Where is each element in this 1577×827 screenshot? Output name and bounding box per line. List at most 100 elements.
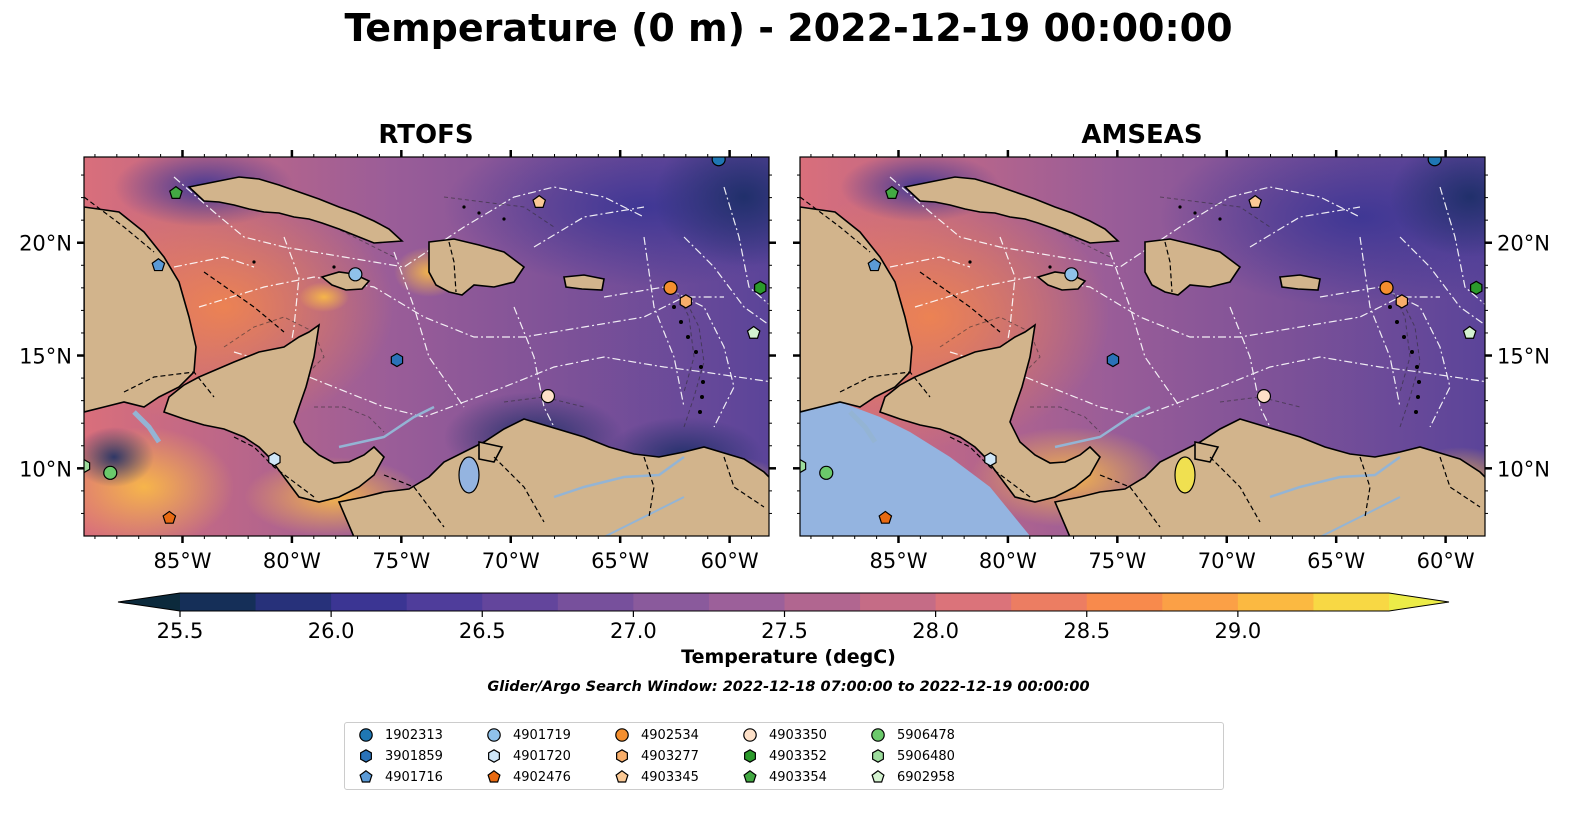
colorbar-extend-low xyxy=(118,593,180,611)
colorbar-segment xyxy=(935,593,1012,611)
float-marker-4903354 xyxy=(169,185,183,199)
colorbar: 25.5 26.0 26.5 27.0 27.5 28.0 28.5 29.0 xyxy=(117,592,1450,643)
colorbar-tick-label: 28.5 xyxy=(1063,619,1110,643)
float-legend: 1902313 3901859 4901716 4901719 4901720 49024… xyxy=(344,722,1224,790)
lon-tick-label: 75°W xyxy=(1088,549,1146,573)
colorbar-tick-label: 27.0 xyxy=(610,619,657,643)
legend-item-label: 3901859 xyxy=(385,748,443,764)
float-marker-3901859 xyxy=(390,352,404,368)
legend-item: 4903350 xyxy=(741,726,827,744)
amseas-map xyxy=(799,156,1486,537)
legend-marker xyxy=(871,770,885,783)
amseas-panel-title: AMSEAS xyxy=(1081,120,1203,150)
legend-item: 4901719 xyxy=(485,726,571,744)
rtofs-map xyxy=(83,156,770,537)
colorbar-segment xyxy=(1237,593,1315,611)
legend-item: 5906480 xyxy=(869,747,955,765)
lat-tick-label-left: 10°N xyxy=(19,457,72,481)
circle-marker-icon xyxy=(359,728,373,742)
lon-tick-label: 70°W xyxy=(482,549,540,573)
legend-item: 4903345 xyxy=(613,768,699,786)
colorbar-segment xyxy=(331,593,408,611)
colorbar-tick-label: 27.5 xyxy=(761,619,808,643)
legend-item-label: 6902958 xyxy=(897,769,955,785)
legend-item: 1902313 xyxy=(357,726,443,744)
rtofs-panel-title: RTOFS xyxy=(378,120,474,150)
lat-tick-label-right: 20°N xyxy=(1497,232,1550,256)
lon-tick-label: 75°W xyxy=(372,549,430,573)
legend-item-label: 4903277 xyxy=(641,748,699,764)
legend-item-label: 4903352 xyxy=(769,748,827,764)
colorbar-tick-label: 26.0 xyxy=(308,619,355,643)
float-marker-4903345 xyxy=(1248,194,1263,208)
legend-marker xyxy=(616,749,628,763)
float-marker-4902534 xyxy=(663,280,678,295)
float-marker-4903277 xyxy=(1395,294,1409,309)
colorbar-tick-label: 25.5 xyxy=(157,619,204,643)
circle-marker-icon xyxy=(743,728,757,742)
float-marker-5906480 xyxy=(800,458,807,474)
float-marker-6902958 xyxy=(746,325,761,339)
pentagon-marker-icon xyxy=(871,770,885,783)
colorbar-segment xyxy=(633,593,710,611)
pentagon-marker-icon xyxy=(615,770,629,783)
legend-item: 4902534 xyxy=(613,726,699,744)
legend-marker xyxy=(615,770,629,783)
colorbar-tick-label: 28.0 xyxy=(912,619,959,643)
lon-tick-label: 80°W xyxy=(979,549,1037,573)
legend-item-label: 4903345 xyxy=(641,769,699,785)
hexagon-marker-icon xyxy=(488,749,500,763)
legend-item-label: 4902476 xyxy=(513,769,571,785)
colorbar-segment xyxy=(557,593,634,611)
float-marker-5906480 xyxy=(84,458,91,474)
colorbar-segment xyxy=(255,593,332,611)
legend-marker xyxy=(872,749,884,763)
float-marker-5906478 xyxy=(103,465,118,480)
legend-item: 6902958 xyxy=(869,768,955,786)
legend-marker xyxy=(743,728,757,742)
colorbar-segment xyxy=(860,593,937,611)
float-marker-4901720 xyxy=(268,452,281,467)
lat-tick-label-right: 10°N xyxy=(1497,457,1550,481)
lon-tick-label: 85°W xyxy=(153,549,211,573)
pentagon-marker-icon xyxy=(359,770,373,783)
float-marker-1902313 xyxy=(711,157,726,167)
colorbar-segment xyxy=(1162,593,1239,611)
legend-item: 4903277 xyxy=(613,747,699,765)
float-marker-4903350 xyxy=(1256,389,1272,404)
colorbar-extend-high xyxy=(1389,593,1449,611)
float-marker-4901719 xyxy=(348,267,363,282)
lat-tick-label-left: 20°N xyxy=(19,232,72,256)
legend-marker xyxy=(359,770,373,783)
float-marker-4902476 xyxy=(878,510,893,524)
legend-marker xyxy=(487,728,501,742)
hexagon-marker-icon xyxy=(872,749,884,763)
legend-marker xyxy=(488,749,500,763)
float-marker-6902958 xyxy=(1462,325,1477,339)
legend-item-label: 1902313 xyxy=(385,727,443,743)
legend-marker xyxy=(744,749,756,763)
legend-marker xyxy=(743,770,757,783)
legend-item: 4903354 xyxy=(741,768,827,786)
lon-tick-label: 60°W xyxy=(701,549,759,573)
colorbar-segment xyxy=(406,593,483,611)
lon-tick-label: 70°W xyxy=(1198,549,1256,573)
colorbar-segment xyxy=(482,593,559,611)
colorbar-label: Temperature (degC) xyxy=(681,646,896,668)
legend-item: 4901720 xyxy=(485,747,571,765)
float-marker-4903277 xyxy=(679,294,693,309)
lat-tick-label-right: 15°N xyxy=(1497,345,1550,369)
hexagon-marker-icon xyxy=(744,749,756,763)
float-marker-4901720 xyxy=(984,452,997,467)
legend-marker xyxy=(615,728,629,742)
colorbar-segment xyxy=(180,593,257,611)
lat-tick-label-left: 15°N xyxy=(19,345,72,369)
legend-item-label: 5906480 xyxy=(897,748,955,764)
colorbar-segment xyxy=(1011,593,1088,611)
figure-title: Temperature (0 m) - 2022-12-19 00:00:00 xyxy=(344,6,1233,50)
lon-tick-label: 85°W xyxy=(869,549,927,573)
circle-marker-icon xyxy=(871,728,885,742)
colorbar-segment xyxy=(784,593,861,611)
pentagon-marker-icon xyxy=(487,770,501,783)
